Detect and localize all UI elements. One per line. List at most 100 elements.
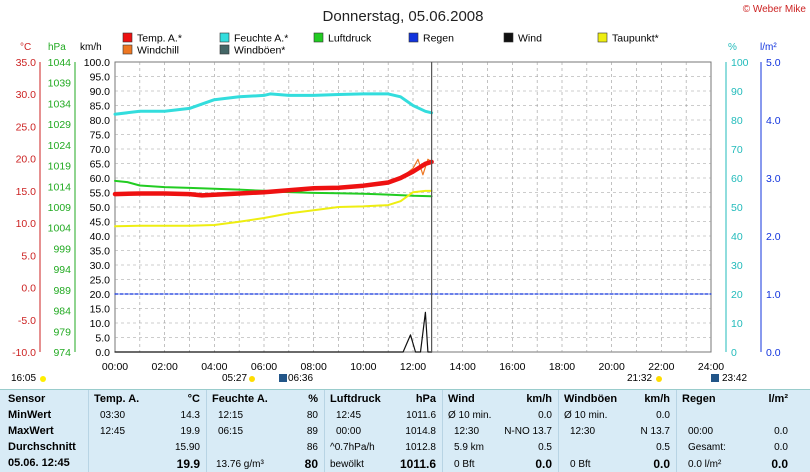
stats-pressure-current-value: 1011.6 [399,457,436,471]
stats-rain-rate: 0.0 l/m² [688,459,722,470]
kmh-tick-label: 90.0 [90,86,111,98]
legend-label: Wind [518,33,542,45]
stats-pressure-trend: ^0.7hPa/h [330,442,375,453]
stats-temp-header: Temp. A. [94,393,140,405]
stats-humidity-min-time: 12:15 [218,410,244,421]
celsius-tick-label: 10.0 [16,218,37,230]
hpa-tick-label: 1004 [48,223,72,235]
stats-wind-avg10-label: Ø 10 min. [448,410,492,421]
stats-gusts-unit: km/h [644,393,670,405]
hpa-tick-label: 994 [53,264,71,276]
percent-tick-label: 90 [731,86,743,98]
lm2-tick-label: 0.0 [766,347,781,359]
stats-rain-max-time: 00:00 [688,426,714,437]
celsius-tick-label: 15.0 [16,186,37,198]
legend-swatch [503,32,514,43]
sunset-icon [656,376,662,382]
legend-swatch [122,44,133,55]
stats-humidity-unit: % [308,393,318,405]
axis-unit-kmh: km/h [80,42,102,53]
stats-row-min-label: MinWert [8,409,52,421]
legend-label: Windchill [137,45,179,57]
kmh-tick-label: 50.0 [90,202,111,214]
legend-swatch [408,32,419,43]
kmh-tick-label: 60.0 [90,173,111,185]
stats-rain-current-value: 0.0 [771,457,788,471]
hpa-tick-label: 989 [53,285,71,297]
legend-label: Regen [423,33,454,45]
kmh-tick-label: 55.0 [90,188,111,200]
moonset-time: 16:05 [11,373,37,384]
stats-humidity-absolute: 13.76 g/m³ [216,459,264,470]
stats-pressure-forecast: bewölkt [330,459,364,470]
hpa-tick-label: 999 [53,243,71,255]
stats-temp-avg-value: 15.90 [174,442,200,453]
stats-pressure-max-value: 1014.8 [405,426,436,437]
celsius-tick-label: 30.0 [16,89,37,101]
stats-temp-unit: °C [187,393,200,405]
stats-gusts-current-value: 0.0 [653,457,670,471]
kmh-tick-label: 5.0 [95,333,110,345]
stats-col-temp: Temp. A. °C 03:30 14.3 12:45 19.9 15.90 … [88,390,207,472]
celsius-tick-label: 20.0 [16,154,37,166]
stats-wind-max-time: 12:30 [454,426,480,437]
axis-unit-percent: % [728,42,737,53]
hpa-tick-label: 1044 [48,57,72,69]
lm2-tick-label: 3.0 [766,173,781,185]
series-line-wind [114,311,433,353]
weather-chart: 35.0 30.0 25.0 20.0 15.0 10.0 5.0 0.0 -5.0 -10.0 1… [12,4,806,372]
legend-swatch [597,32,608,43]
stats-humidity-min-value: 80 [306,410,318,421]
lm2-tick-label: 5.0 [766,57,781,69]
stats-pressure-min-value: 1011.6 [406,410,436,421]
stats-humidity-max-time: 06:15 [218,426,244,437]
percent-tick-label: 70 [731,144,743,156]
stats-col-humidity: Feuchte A. % 12:15 80 06:15 89 86 13.76 … [206,390,325,472]
percent-tick-label: 50 [731,202,743,214]
stats-pressure-min-time: 12:45 [336,410,362,421]
stats-gusts-max-value: N 13.7 [640,426,670,437]
legend-label: Taupunkt* [612,33,659,45]
stats-col-pressure: Luftdruck hPa 12:45 1011.6 00:00 1014.8 … [324,390,443,472]
hpa-tick-label: 1024 [48,140,72,152]
stats-wind-unit: km/h [526,393,552,405]
stats-rain-header: Regen [682,393,716,405]
stats-col-gusts: Windböen km/h Ø 10 min. 0.0 12:30 N 13.7… [558,390,677,472]
stats-sensor-header: Sensor [8,393,46,405]
percent-tick-label: 0 [731,347,737,359]
stats-gusts-avg10-value: 0.0 [656,410,670,421]
percent-tick-label: 40 [731,231,743,243]
kmh-tick-label: 65.0 [90,159,111,171]
kmh-tick-label: 70.0 [90,144,111,156]
percent-tick-label: 20 [731,289,743,301]
stats-gusts-avg-value: 0.5 [656,442,670,453]
kmh-tick-label: 30.0 [90,260,111,272]
stats-wind-current-value: 0.0 [535,457,552,471]
stats-wind-max-value: N-NO 13.7 [504,426,552,437]
lm2-tick-label: 1.0 [766,289,781,301]
percent-tick-label: 80 [731,115,743,127]
hpa-tick-label: 1029 [48,119,72,131]
legend-swatch [313,32,324,43]
stats-rain-unit: l/m² [768,393,788,405]
x-tick-label: 00:00 [102,361,128,372]
x-tick-label: 04:00 [201,361,227,372]
celsius-tick-label: 5.0 [21,250,36,262]
kmh-tick-label: 25.0 [90,275,111,287]
sun-moon-bar: 16:05 05:27 06:36 21:32 23:42 [0,372,810,389]
stats-rain-max-value: 0.0 [774,426,788,437]
celsius-tick-label: 35.0 [16,57,37,69]
moonrise-time-evening: 23:42 [722,373,748,384]
hpa-tick-label: 1019 [48,161,72,173]
hpa-tick-label: 1034 [48,98,72,110]
stats-row-current-label: 05.06. 12:45 [8,457,70,469]
kmh-tick-label: 100.0 [84,57,110,69]
celsius-tick-label: -10.0 [12,347,36,359]
legend-label: Feuchte A.* [234,33,288,45]
stats-pressure-unit: hPa [415,393,436,405]
hpa-tick-label: 1009 [48,202,72,214]
stats-col-sensor: Sensor MinWert MaxWert Durchschnitt 05.0… [0,390,89,472]
x-tick-label: 10:00 [350,361,376,372]
moonset-time-evening: 21:32 [627,373,653,384]
kmh-tick-label: 10.0 [90,318,111,330]
